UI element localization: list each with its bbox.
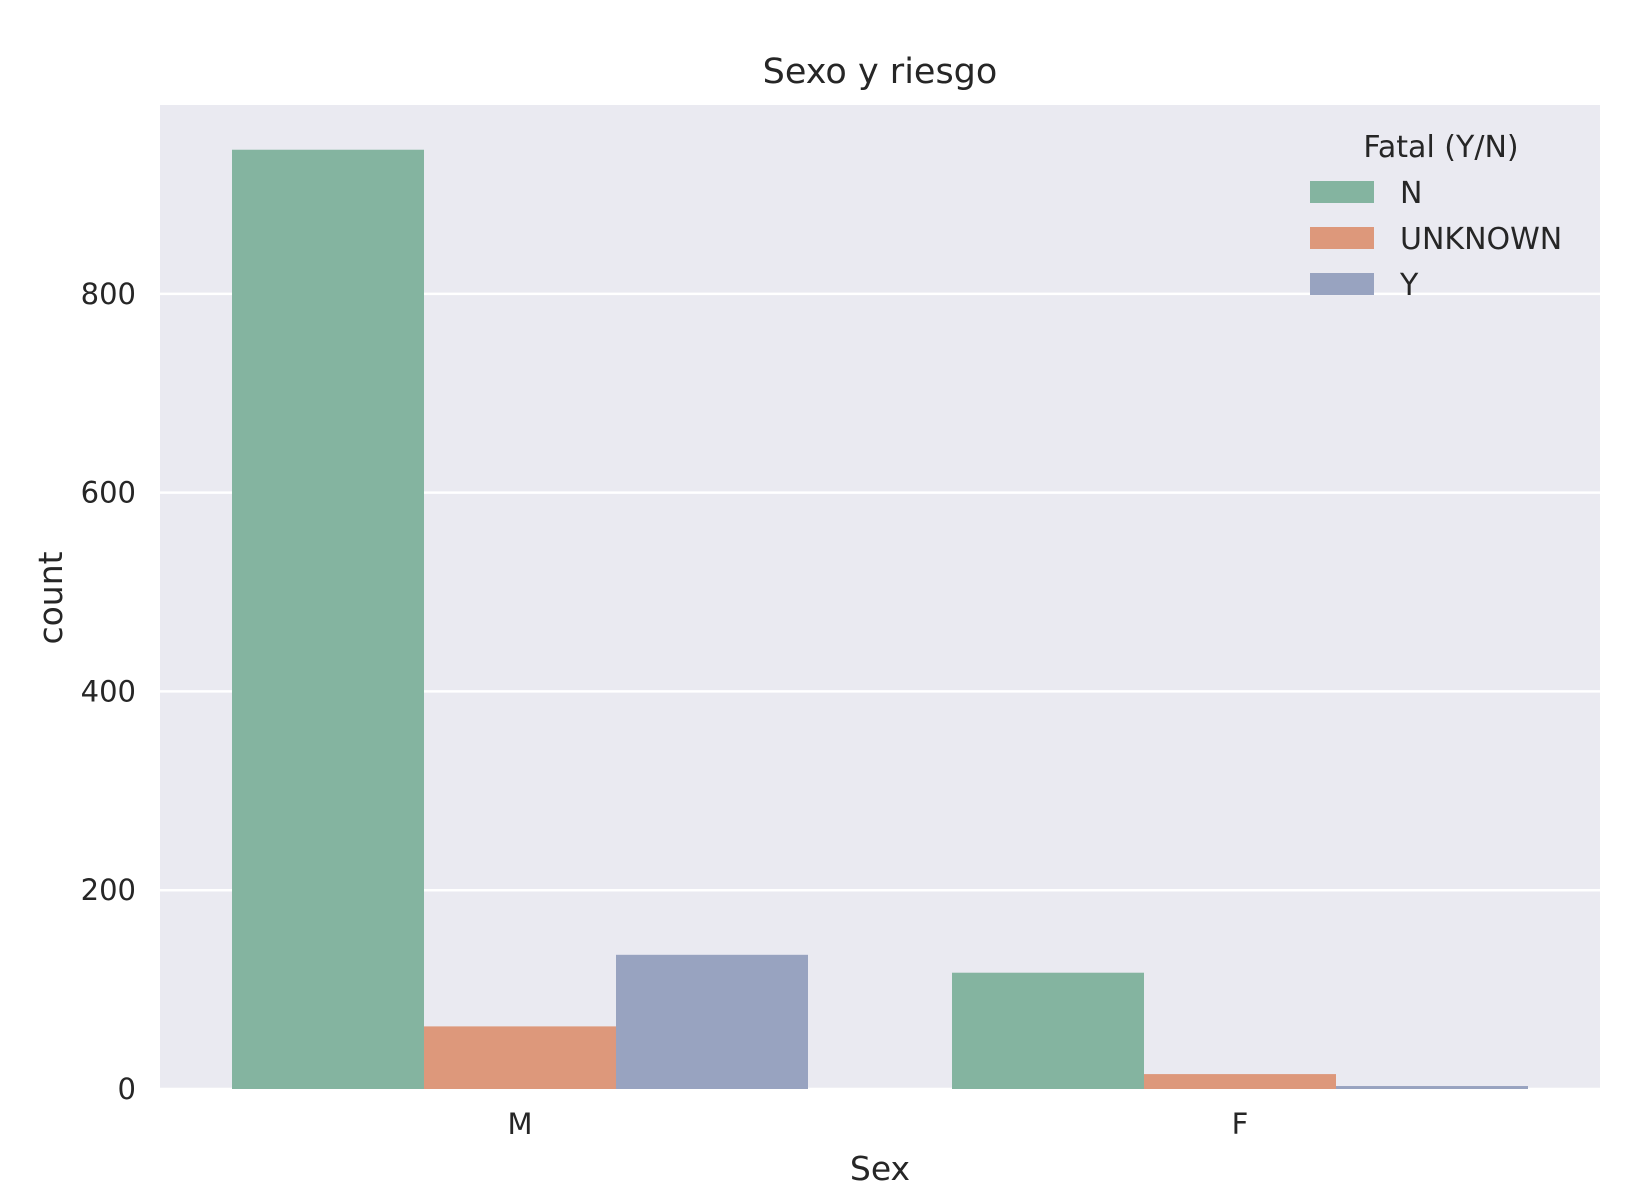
x-tick-label: M [507, 1107, 532, 1141]
x-axis-label: Sex [850, 1149, 910, 1188]
legend-swatch-y [1310, 273, 1374, 295]
y-tick-label: 0 [118, 1072, 136, 1106]
bar-f-unknown [1144, 1074, 1336, 1089]
legend-label-unknown: UNKNOWN [1400, 222, 1562, 257]
legend: Fatal (Y/N) N UNKNOWN Y [1310, 130, 1562, 303]
legend-label-y: Y [1399, 268, 1419, 303]
y-tick-label: 800 [81, 277, 136, 311]
y-tick-label: 400 [81, 674, 136, 708]
bar-m-y [616, 954, 808, 1089]
legend-label-n: N [1400, 176, 1422, 211]
bar-m-n [232, 149, 424, 1089]
legend-swatch-unknown [1310, 227, 1374, 249]
bar-m-unknown [424, 1026, 616, 1089]
bar-f-y [1336, 1086, 1528, 1089]
bars [232, 149, 1528, 1089]
y-tick-label: 600 [81, 476, 136, 510]
legend-title: Fatal (Y/N) [1363, 130, 1518, 165]
x-tick-label: F [1232, 1107, 1249, 1141]
y-axis-ticks: 0 200 400 600 800 [81, 277, 136, 1106]
y-tick-label: 200 [81, 873, 136, 907]
bar-f-n [952, 972, 1144, 1089]
y-axis-label: count [31, 551, 70, 644]
chart-title: Sexo y riesgo [763, 52, 998, 92]
legend-swatch-n [1310, 181, 1374, 203]
